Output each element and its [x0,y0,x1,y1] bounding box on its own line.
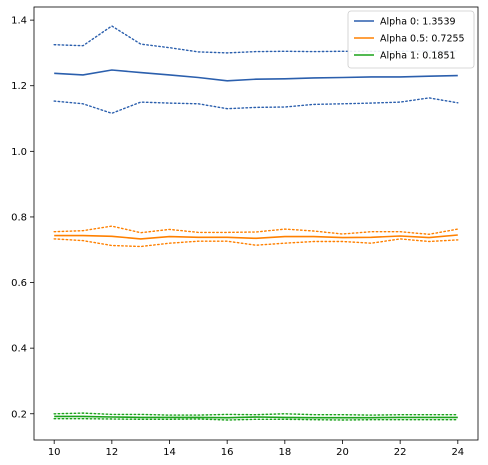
series-upper-band-line [53,225,459,236]
legend-box [347,10,475,69]
series-mean-line [54,234,458,240]
legend-item: Alpha 1: 0.1851 [354,51,456,62]
y-tick-label: 0.2 [11,409,27,420]
y-tick-label: 0.6 [11,278,27,289]
series-lower-band-line [53,97,459,115]
series-mean-line [54,415,458,419]
x-tick-label: 10 [48,447,61,458]
legend: Alpha 0: 1.3539 Alpha 0.5: 0.7255 Alpha 1:… [347,10,475,69]
y-tick-label: 0.4 [11,344,27,355]
y-tick-label: 1.2 [11,81,27,92]
x-tick-label: 12 [105,447,118,458]
series-mean-line [54,69,458,82]
x-tick-label: 14 [163,447,176,458]
series-upper-band-line [53,412,459,416]
x-tick-label: 24 [451,447,464,458]
series-2 [53,412,459,421]
legend-label: Alpha 0: 1.3539 [380,17,456,28]
y-tick-label: 1.4 [11,16,27,27]
x-tick-label: 18 [278,447,291,458]
legend-item: Alpha 0: 1.3539 [354,17,456,28]
y-tick-label: 0.8 [11,212,27,223]
y-tick-label: 1.0 [11,147,27,158]
series-lower-band-line [53,418,459,421]
series-lower-band-line [53,238,459,248]
legend-label: Alpha 1: 0.1851 [380,51,456,62]
x-tick-label: 20 [336,447,349,458]
x-tick-label: 16 [221,447,234,458]
x-tick-label: 22 [394,447,407,458]
series-1 [53,225,459,248]
legend-item: Alpha 0.5: 0.7255 [354,34,465,45]
legend-label: Alpha 0.5: 0.7255 [380,34,465,45]
